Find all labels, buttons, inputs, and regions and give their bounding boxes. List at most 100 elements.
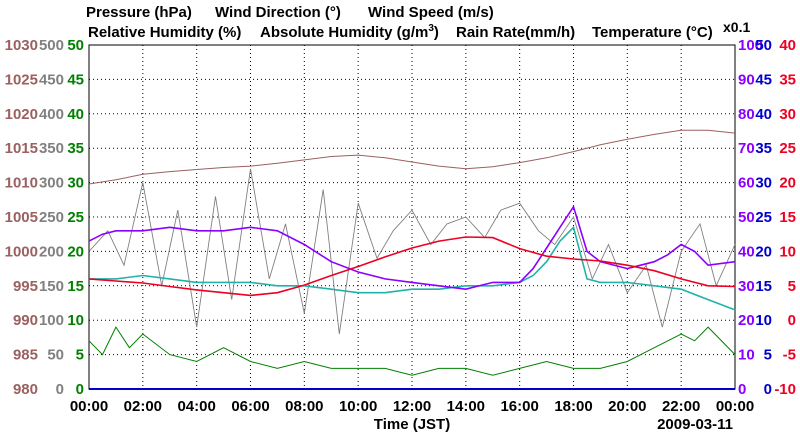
series-wind-speed <box>88 326 736 376</box>
x-tick-label: 20:00 <box>608 398 646 415</box>
y-tick-rain: 35 <box>755 140 772 157</box>
series-wind-dir <box>88 168 736 335</box>
y-tick-temp: 35 <box>779 71 796 88</box>
y-tick-temp: 15 <box>779 209 796 226</box>
x-tick-label: 12:00 <box>393 398 431 415</box>
y-tick-pressure: 1005 <box>5 209 38 226</box>
legend-temperature: Temperature (°C) <box>592 24 713 41</box>
y-tick-temp: 10 <box>779 243 796 260</box>
y-tick-rel_hum: 50 <box>738 209 755 226</box>
legend-absolute-humidity-tail: ) <box>434 24 439 41</box>
y-tick-rel_hum: 30 <box>738 278 755 295</box>
y-tick-pressure: 1010 <box>5 175 38 192</box>
y-tick-temp: -5 <box>783 347 796 364</box>
y-tick-wind_speed: 30 <box>67 175 84 192</box>
y-tick-pressure: 990 <box>13 312 38 329</box>
y-tick-pressure: 1025 <box>5 71 38 88</box>
y-tick-rain: 30 <box>755 175 772 192</box>
y-tick-wind_dir: 50 <box>47 347 64 364</box>
y-tick-wind_speed: 40 <box>67 106 84 123</box>
y-tick-wind_dir: 200 <box>39 243 64 260</box>
x-tick-label: 06:00 <box>231 398 269 415</box>
y-tick-rel_hum: 90 <box>738 71 755 88</box>
y-tick-temp: 25 <box>779 140 796 157</box>
x-axis-label: Time (JST) <box>374 416 450 433</box>
y-tick-wind_dir: 450 <box>39 71 64 88</box>
y-tick-wind_speed: 50 <box>67 37 84 54</box>
y-tick-rain: 25 <box>755 209 772 226</box>
y-tick-wind_dir: 150 <box>39 278 64 295</box>
y-tick-wind_speed: 20 <box>67 243 84 260</box>
y-tick-rain: 20 <box>755 243 772 260</box>
y-tick-pressure: 1020 <box>5 106 38 123</box>
y-tick-rain: 50 <box>755 37 772 54</box>
y-tick-wind_speed: 35 <box>67 140 84 157</box>
y-tick-rain: 45 <box>755 71 772 88</box>
y-tick-rain: 5 <box>764 347 772 364</box>
y-tick-wind_dir: 250 <box>39 209 64 226</box>
y-tick-pressure: 1015 <box>5 140 38 157</box>
series-rel-hum <box>88 204 736 291</box>
y-tick-wind_speed: 10 <box>67 312 84 329</box>
x-tick-label: 14:00 <box>447 398 485 415</box>
y-tick-rel_hum: 0 <box>738 381 746 398</box>
y-tick-rain: 40 <box>755 106 772 123</box>
y-tick-rel_hum: 80 <box>738 106 755 123</box>
x-tick-label: 16:00 <box>500 398 538 415</box>
y-tick-pressure: 980 <box>13 381 38 398</box>
y-tick-wind_speed: 45 <box>67 71 84 88</box>
y-tick-wind_dir: 350 <box>39 140 64 157</box>
legend-wind-speed: Wind Speed (m/s) <box>368 4 494 21</box>
y-tick-temp: -10 <box>774 381 796 398</box>
legend-absolute-humidity-superscript: 3 <box>428 23 434 34</box>
y-tick-rel_hum: 70 <box>738 140 755 157</box>
series-temp <box>88 236 736 297</box>
y-tick-wind_dir: 0 <box>56 381 64 398</box>
y-tick-pressure: 1000 <box>5 243 38 260</box>
x-tick-label: 22:00 <box>662 398 700 415</box>
y-tick-wind_speed: 5 <box>76 347 84 364</box>
legend-pressure: Pressure (hPa) <box>86 4 192 21</box>
legend-absolute-humidity: Absolute Humidity (g/m3) <box>260 23 439 41</box>
y-tick-wind_speed: 15 <box>67 278 84 295</box>
legend-absolute-humidity-label: Absolute Humidity (g/m <box>260 24 428 41</box>
x-tick-label: 04:00 <box>177 398 215 415</box>
legend-rain-rate: Rain Rate(mm/h) <box>456 24 575 41</box>
y-tick-rel_hum: 100 <box>738 37 763 54</box>
y-tick-temp: 0 <box>788 312 796 329</box>
grid-lines <box>89 45 735 389</box>
y-tick-wind_dir: 400 <box>39 106 64 123</box>
x-tick-label: 02:00 <box>124 398 162 415</box>
x-tick-label: 00:00 <box>70 398 108 415</box>
y-tick-pressure: 1030 <box>5 37 38 54</box>
legend-relative-humidity: Relative Humidity (%) <box>88 24 241 41</box>
y-tick-rain: 0 <box>764 381 772 398</box>
date-label: 2009-03-11 <box>657 416 733 433</box>
y-tick-pressure: 985 <box>13 347 38 364</box>
y-tick-wind_speed: 25 <box>67 209 84 226</box>
y-axes-tick-labels: 1030102510201015101010051000995990985980… <box>5 37 796 398</box>
x-tick-labels: 00:00 02:00 04:00 06:00 08:00 10:00 12:00 14:00… <box>70 398 754 415</box>
x-tick-label: 00:00 <box>716 398 754 415</box>
y-tick-rain: 15 <box>755 278 772 295</box>
y-tick-wind_dir: 300 <box>39 175 64 192</box>
y-tick-wind_dir: 500 <box>39 37 64 54</box>
x-tick-label: 10:00 <box>339 398 377 415</box>
series-pressure <box>88 129 736 185</box>
absolute-humidity-scale-note: x0.1 <box>723 19 750 35</box>
y-tick-pressure: 995 <box>13 278 38 295</box>
y-tick-wind_speed: 0 <box>76 381 84 398</box>
y-tick-temp: 5 <box>788 278 796 295</box>
series-lines <box>88 129 736 390</box>
y-tick-rel_hum: 60 <box>738 175 755 192</box>
y-tick-rel_hum: 20 <box>738 312 755 329</box>
y-tick-wind_dir: 100 <box>39 312 64 329</box>
y-tick-rel_hum: 40 <box>738 243 755 260</box>
y-tick-rain: 10 <box>755 312 772 329</box>
y-tick-temp: 40 <box>779 37 796 54</box>
legend-wind-direction: Wind Direction (°) <box>215 4 341 21</box>
y-tick-temp: 30 <box>779 106 796 123</box>
y-tick-rel_hum: 10 <box>738 347 755 364</box>
x-tick-label: 08:00 <box>285 398 323 415</box>
